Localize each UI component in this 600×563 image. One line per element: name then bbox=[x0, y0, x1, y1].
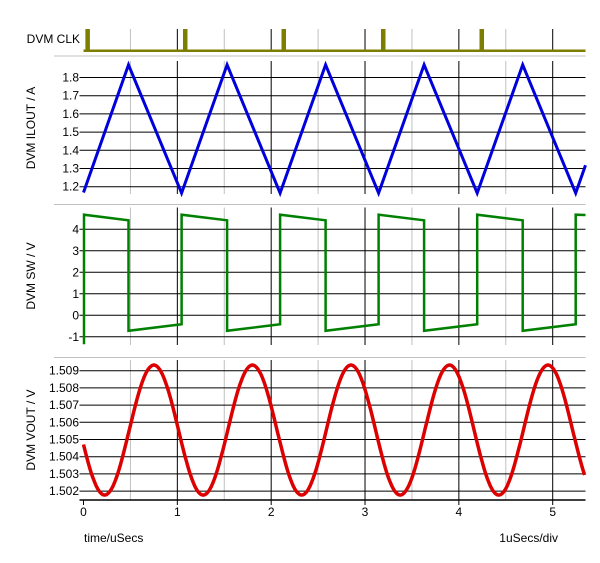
y-tick-label: 1.506 bbox=[49, 415, 79, 429]
y-tick-label: 1.6 bbox=[62, 107, 79, 121]
ilout-trace bbox=[82, 60, 587, 198]
y-tick-label: 1.8 bbox=[62, 71, 79, 85]
y-tick-label: 4 bbox=[72, 222, 79, 236]
x-tick-label: 4 bbox=[456, 505, 463, 519]
y-tick-label: 1.2 bbox=[62, 180, 79, 194]
y-tick-label: 1.502 bbox=[49, 484, 79, 498]
y-tick-label: 1.508 bbox=[49, 381, 79, 395]
sw-trace bbox=[82, 213, 586, 345]
clk-pulse bbox=[85, 29, 90, 52]
y-tick-label: 1 bbox=[72, 287, 79, 301]
x-scale-caption: 1uSecs/div bbox=[499, 531, 558, 545]
y-tick-label: 3 bbox=[72, 244, 79, 258]
x-axis-caption: time/uSecs bbox=[84, 531, 144, 545]
y-tick-label: 1.507 bbox=[49, 398, 79, 412]
clk-pulse bbox=[479, 29, 485, 52]
y-tick-label: 1.503 bbox=[49, 467, 79, 481]
clk-pulse bbox=[380, 29, 386, 52]
y-tick-label: -1 bbox=[68, 330, 79, 344]
y-tick-label: 1.504 bbox=[49, 450, 79, 464]
vout-trace bbox=[81, 363, 587, 497]
y-tick-label: 1.3 bbox=[62, 162, 79, 176]
x-tick-label: 3 bbox=[362, 505, 369, 519]
y-tick-label: 0 bbox=[72, 308, 79, 322]
clk-pulse bbox=[281, 29, 287, 52]
y-tick-label: 1.509 bbox=[49, 364, 79, 378]
y-tick-label: 2 bbox=[72, 265, 79, 279]
y-tick-label: 1.7 bbox=[62, 89, 79, 103]
y-tick-label: 1.5 bbox=[62, 125, 79, 139]
y-tick-label: 1.4 bbox=[62, 143, 79, 157]
y-tick-label: 1.505 bbox=[49, 433, 79, 447]
x-tick-label: 5 bbox=[549, 505, 556, 519]
x-tick-label: 0 bbox=[80, 505, 87, 519]
clk-pulse bbox=[182, 29, 188, 52]
x-tick-label: 2 bbox=[268, 505, 275, 519]
x-tick-label: 1 bbox=[174, 505, 181, 519]
signal-label-clk: DVM CLK bbox=[26, 32, 80, 46]
